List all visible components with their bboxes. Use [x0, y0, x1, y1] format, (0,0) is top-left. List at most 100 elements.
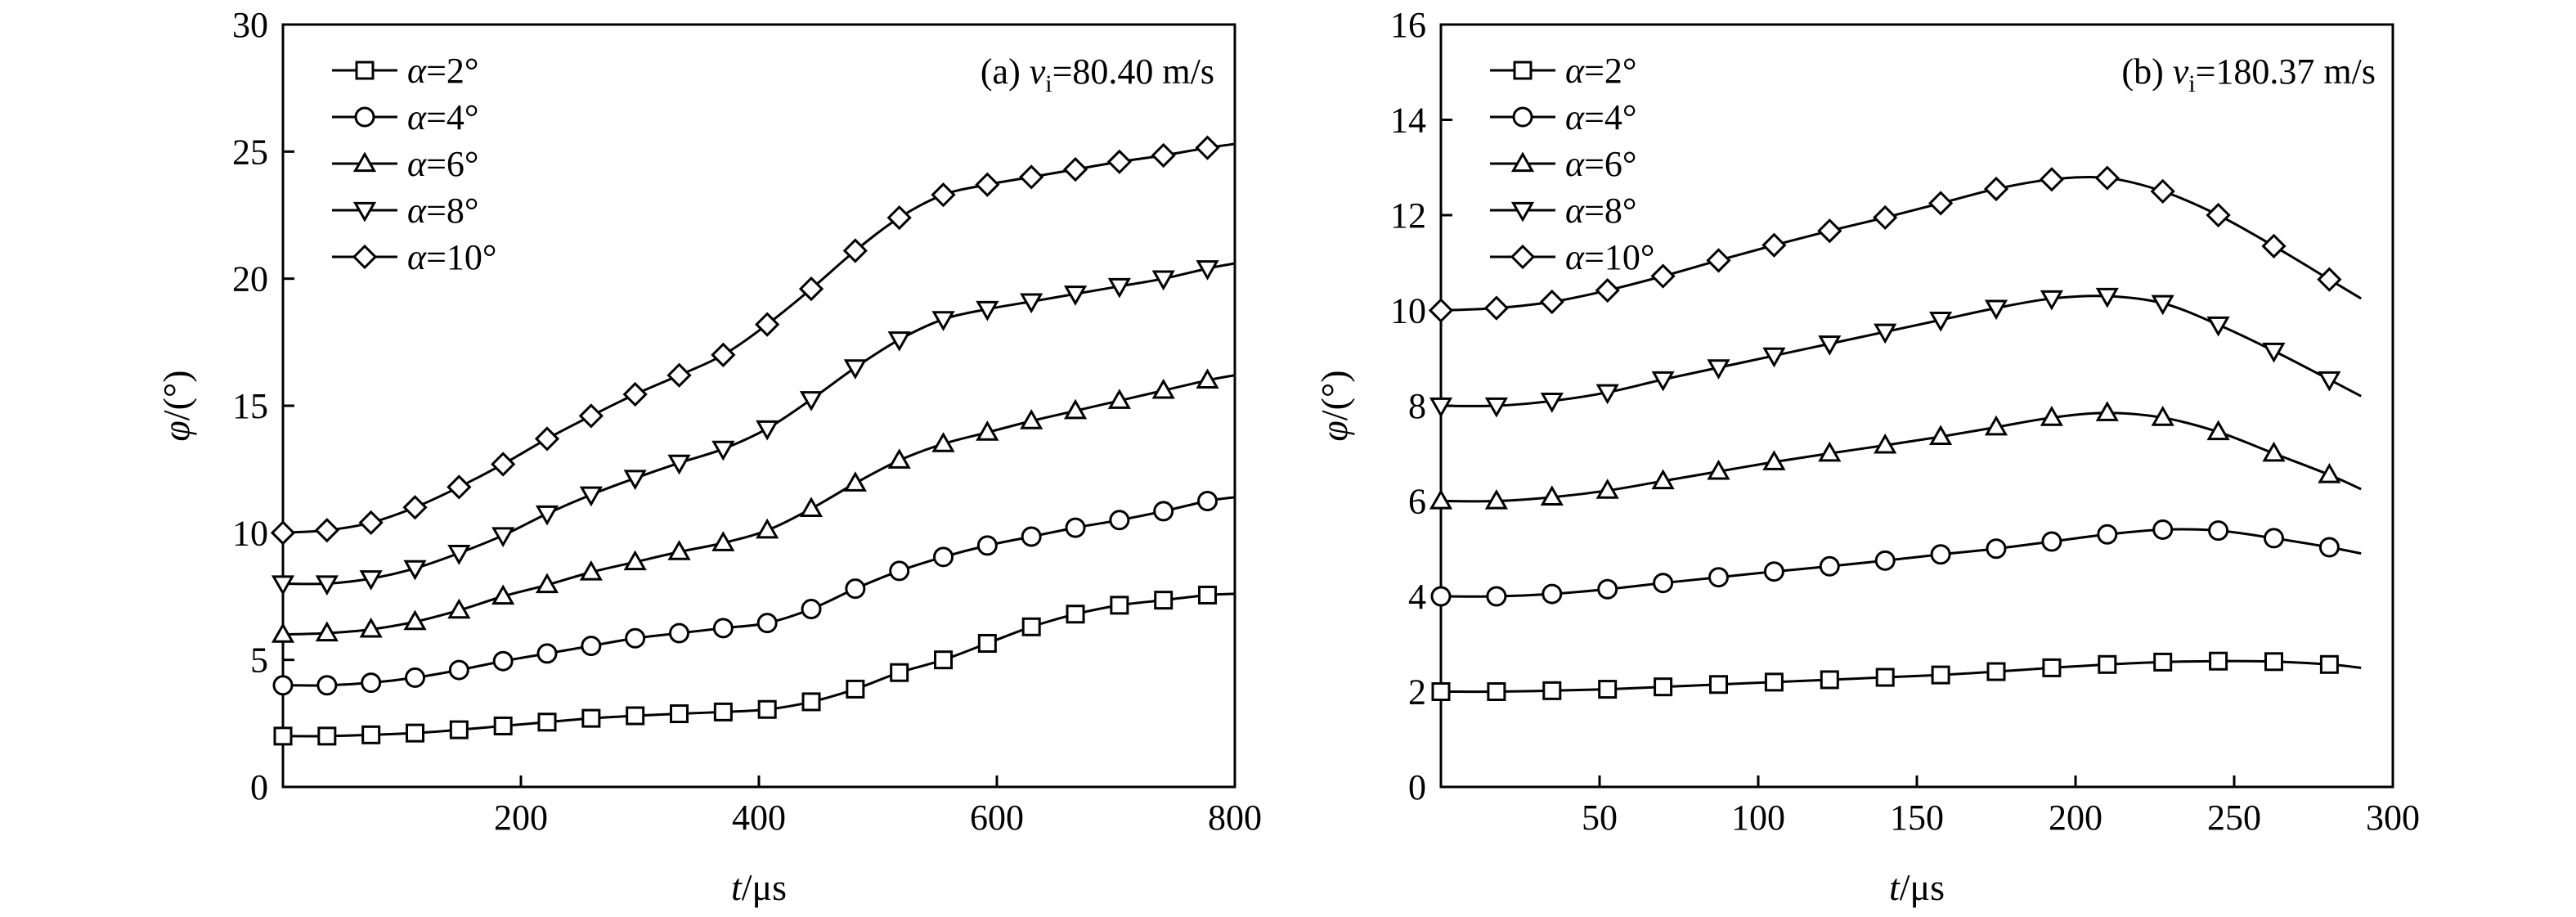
legend-entry: α=2° — [407, 51, 479, 91]
data-point — [2094, 165, 2120, 191]
data-point — [406, 723, 425, 743]
data-point — [1653, 573, 1674, 594]
legend-entry-var: α — [407, 51, 427, 91]
data-point — [1707, 359, 1730, 380]
data-point — [534, 426, 560, 452]
data-point — [493, 716, 513, 735]
data-point — [1484, 397, 1508, 418]
y-tick-label: 2 — [1408, 672, 1426, 712]
data-point — [976, 420, 999, 441]
data-point — [1931, 665, 1950, 685]
data-point — [2206, 202, 2231, 228]
data-point — [1598, 680, 1618, 699]
y-axis-label-var: φ — [1313, 420, 1355, 441]
data-point — [1429, 488, 1453, 510]
x-tick-label: 250 — [2207, 798, 2261, 838]
y-tick-label: 20 — [232, 259, 268, 299]
data-point — [976, 535, 998, 556]
legend-entry: α=10° — [1565, 237, 1655, 277]
data-point — [1597, 578, 1618, 600]
data-point — [1431, 682, 1451, 701]
data-point — [359, 570, 383, 591]
data-point — [887, 448, 911, 469]
data-point — [402, 495, 428, 520]
data-point — [1762, 347, 1786, 368]
data-point — [1020, 409, 1043, 429]
data-point — [447, 474, 472, 500]
legend-entry-value: =8° — [426, 191, 478, 231]
data-point — [2318, 537, 2340, 558]
data-point — [669, 623, 690, 644]
x-axis-label: t/μs — [731, 866, 787, 908]
data-point — [1986, 538, 2007, 560]
data-point — [1107, 389, 1131, 409]
legend-entry-var: α — [1565, 237, 1585, 277]
data-point — [1761, 232, 1787, 258]
data-point — [361, 672, 382, 694]
data-point — [1151, 378, 1175, 399]
data-point — [1707, 459, 1730, 480]
x-tick-label: 100 — [1731, 798, 1785, 838]
data-point — [536, 643, 558, 664]
data-point — [491, 584, 515, 605]
legend-entry-var: α — [1565, 51, 1585, 91]
data-point — [1817, 218, 1842, 244]
data-point — [491, 452, 516, 477]
data-point — [887, 331, 911, 352]
data-point — [270, 520, 296, 546]
data-point — [711, 531, 735, 551]
x-tick-label: 150 — [1890, 798, 1944, 838]
data-point — [2042, 658, 2062, 677]
legend-marker — [352, 201, 377, 223]
data-point — [799, 497, 824, 517]
data-point — [2319, 654, 2339, 674]
data-point — [931, 182, 956, 208]
data-point — [314, 518, 339, 543]
data-point — [2262, 342, 2286, 363]
data-point — [2039, 167, 2065, 192]
y-tick-label: 6 — [1408, 482, 1426, 522]
chart-panel-b: 0 2 4 6 8 10 12 14 16 50 100 150 200 250 300 t/μs φ/(°) α… — [1313, 5, 2420, 908]
x-tick-label: 600 — [970, 798, 1024, 838]
data-point — [623, 550, 647, 571]
series-line — [1440, 411, 2362, 503]
data-point — [2040, 406, 2063, 426]
data-point — [623, 470, 647, 491]
y-tick-label: 10 — [232, 513, 268, 553]
annotation-value: =180.37 m/s — [2196, 52, 2376, 92]
y-axis-label: φ/(°) — [1313, 370, 1355, 441]
y-tick-label: 14 — [1390, 101, 1426, 141]
data-point — [2098, 654, 2117, 674]
data-point — [578, 403, 604, 429]
data-point — [2095, 401, 2119, 421]
y-axis-label-unit: /(°) — [1313, 370, 1355, 420]
data-point — [579, 486, 603, 507]
data-point — [2153, 652, 2173, 672]
data-point — [2261, 233, 2287, 258]
data-point — [801, 599, 822, 620]
data-point — [931, 311, 955, 331]
legend-entry-value: =2° — [426, 51, 478, 91]
data-point — [1542, 681, 1562, 700]
annotation-prefix: (a) — [981, 52, 1030, 92]
data-point — [1873, 205, 1898, 231]
data-point — [1650, 263, 1676, 289]
data-point — [886, 205, 912, 231]
data-point — [2151, 406, 2174, 426]
legend-entry: α=4° — [1565, 97, 1637, 137]
data-point — [2264, 528, 2284, 549]
data-point — [2151, 294, 2174, 316]
data-point — [933, 546, 954, 568]
data-point — [667, 540, 691, 560]
data-point — [2206, 316, 2230, 337]
data-point — [1483, 295, 1510, 321]
data-point — [1540, 393, 1564, 413]
legend-marker — [1510, 244, 1536, 270]
data-point — [756, 420, 779, 441]
data-point — [1595, 479, 1619, 499]
legend-entry-value: =10° — [426, 237, 496, 277]
data-point — [535, 573, 559, 594]
data-point — [1195, 135, 1220, 160]
data-point — [1984, 299, 2008, 321]
